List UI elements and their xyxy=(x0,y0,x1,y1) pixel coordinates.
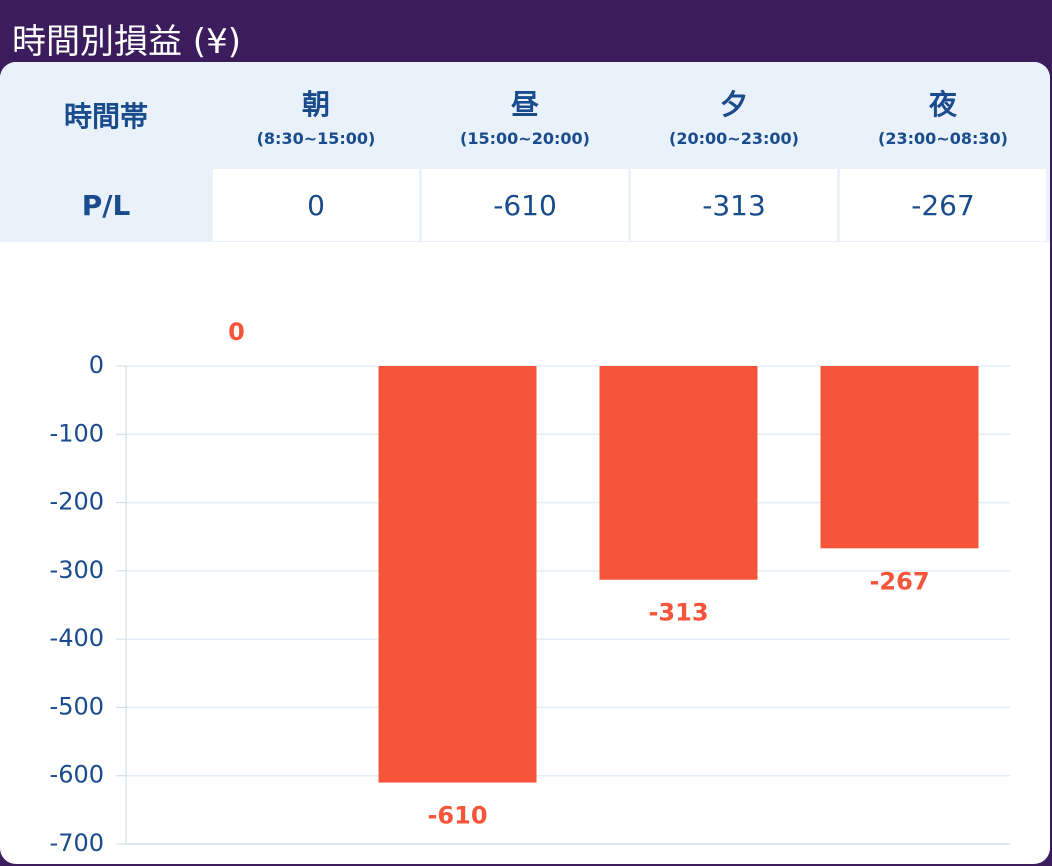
column-header: 昼 (15:00~20:00) xyxy=(421,62,629,168)
y-tick-label: -500 xyxy=(50,692,104,720)
data-label: -267 xyxy=(869,567,929,595)
y-tick-label: -400 xyxy=(50,624,104,652)
column-header: 朝 (8:30~15:00) xyxy=(212,62,420,168)
pl-value: -313 xyxy=(631,169,837,241)
y-tick-label: 0 xyxy=(89,351,104,379)
data-label: -610 xyxy=(427,802,487,830)
y-tick-label: -300 xyxy=(50,556,104,584)
y-tick-label: -700 xyxy=(50,829,104,857)
y-tick-label: -600 xyxy=(50,761,104,789)
pl-value: 0 xyxy=(213,169,419,241)
column-name: 朝 xyxy=(301,87,330,121)
column-range: (15:00~20:00) xyxy=(460,128,590,148)
column-range: (8:30~15:00) xyxy=(256,128,376,148)
column-name: 昼 xyxy=(510,87,539,121)
pl-label: P/L xyxy=(81,188,131,222)
column-range: (23:00~08:30) xyxy=(878,128,1008,148)
column-name: 夜 xyxy=(928,87,957,121)
data-label: -313 xyxy=(648,599,708,627)
bar xyxy=(599,366,758,580)
page-title: 時間別損益 (¥) xyxy=(12,22,241,62)
pl-value: -610 xyxy=(422,169,628,241)
row-header: 時間帯 xyxy=(63,100,148,133)
bar xyxy=(820,366,979,549)
bar xyxy=(378,366,537,783)
column-name: 夕 xyxy=(719,87,748,121)
y-tick-label: -100 xyxy=(50,419,104,447)
y-tick-label: -200 xyxy=(50,488,104,516)
chart: 0-100-200-300-400-500-600-700朝0昼-610夕-31… xyxy=(50,318,1010,857)
column-range: (20:00~23:00) xyxy=(669,128,799,148)
card: 時間帯 P/L 朝 (8:30~15:00) 0 昼 (15:00~20:00) -610… xyxy=(0,62,1050,864)
pl-value: -267 xyxy=(840,169,1046,241)
column-header: 夕 (20:00~23:00) xyxy=(630,62,838,168)
data-label: 0 xyxy=(228,318,245,346)
pl-table: 時間帯 P/L 朝 (8:30~15:00) 0 昼 (15:00~20:00) -610… xyxy=(0,62,1050,242)
column-header: 夜 (23:00~08:30) xyxy=(839,62,1047,168)
